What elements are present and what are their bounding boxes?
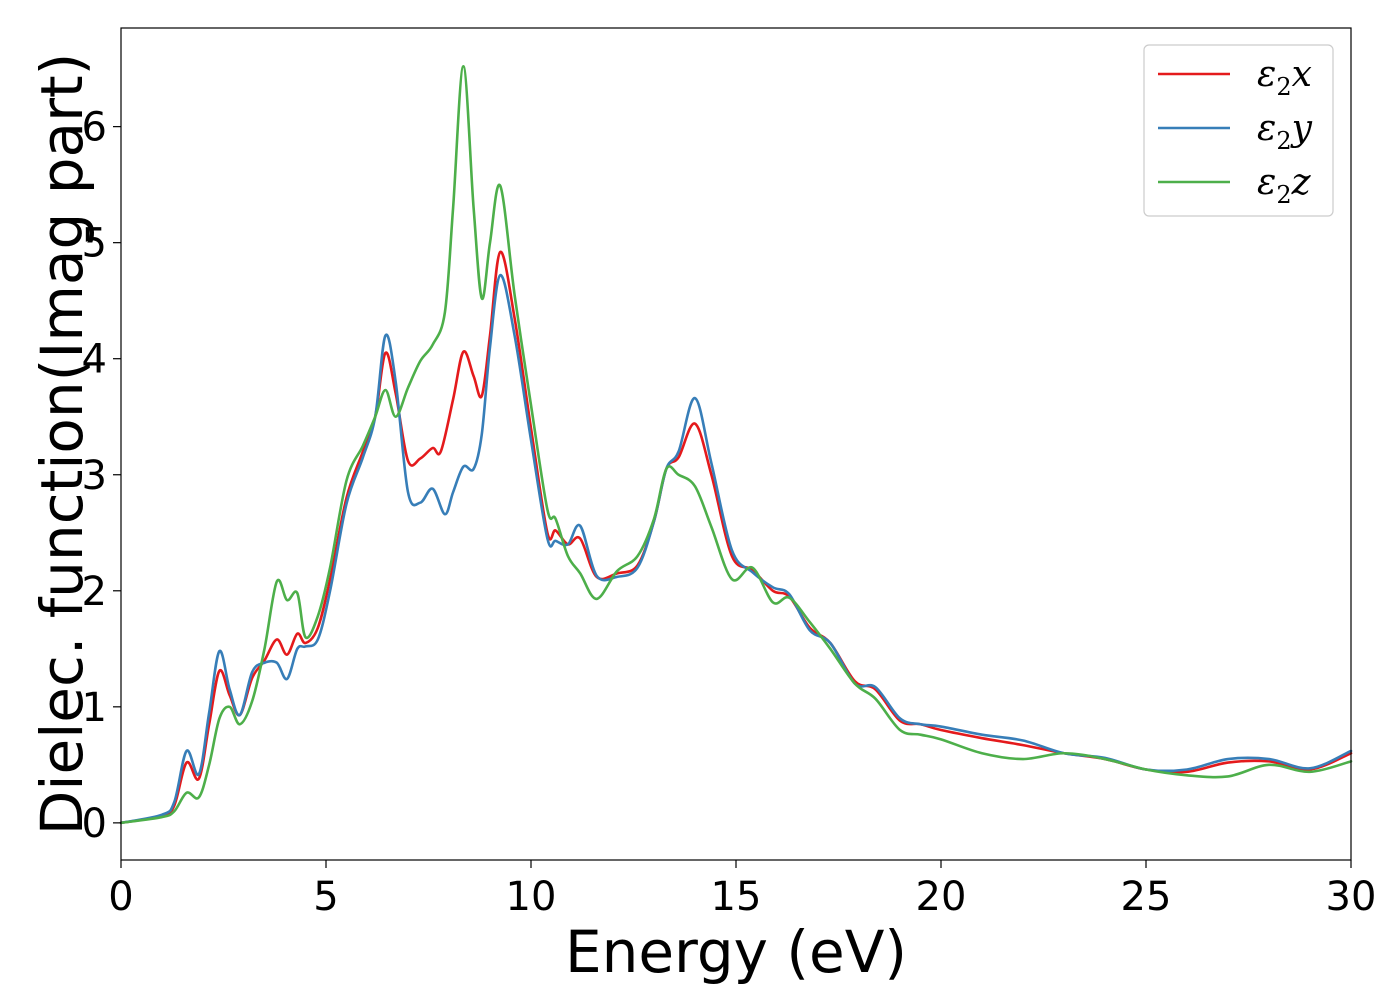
y-tick-label: 2 (82, 569, 107, 615)
x-tick-label: 10 (506, 874, 557, 920)
legend-label-x: ε2x (1257, 54, 1312, 101)
y-tick-label: 5 (82, 221, 107, 267)
y-tick-label: 1 (82, 685, 107, 731)
x-axis-label: Energy (eV) (565, 918, 907, 986)
y-tick-label: 6 (82, 105, 107, 151)
y-tick-label: 4 (82, 337, 107, 383)
y-tick-label: 0 (82, 801, 107, 847)
series-line-y (119, 273, 1353, 825)
legend-label-y: ε2y (1257, 108, 1313, 155)
series-line-x (119, 250, 1353, 825)
x-tick-label: 5 (313, 874, 338, 920)
x-tick-label: 15 (711, 874, 762, 920)
y-axis: 0 1 2 3 4 5 6 (82, 105, 121, 847)
legend-box (1143, 44, 1334, 217)
legend-label-z: ε2z (1257, 162, 1312, 209)
series-line-z (119, 64, 1353, 825)
y-axis-label: Dielec. function(Imag part) (28, 53, 96, 836)
x-tick-label: 0 (108, 874, 133, 920)
x-axis: 0 5 10 15 20 25 30 (108, 860, 1376, 920)
y-tick-label: 3 (82, 453, 107, 499)
legend: ε2x ε2y ε2z (1143, 44, 1334, 217)
x-tick-label: 20 (916, 874, 967, 920)
series-layer (119, 64, 1353, 825)
x-tick-label: 25 (1121, 874, 1172, 920)
x-tick-label: 30 (1326, 874, 1377, 920)
